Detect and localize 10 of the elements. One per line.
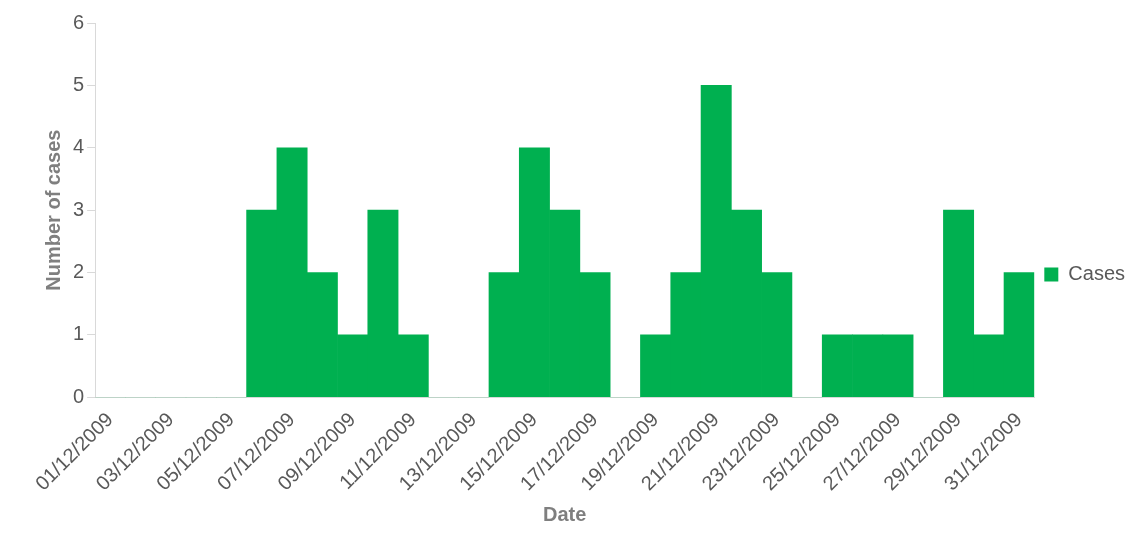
y-tick-label: 5 xyxy=(73,72,85,95)
y-tick-label: 3 xyxy=(73,197,85,220)
x-axis-title: Date xyxy=(543,502,587,525)
y-tick-label: 1 xyxy=(73,322,85,345)
y-tick-label: 2 xyxy=(73,260,85,283)
legend-label: Cases xyxy=(1068,262,1126,285)
y-tick-label: 4 xyxy=(73,135,85,158)
y-tick-label: 0 xyxy=(73,384,85,407)
y-axis-title: Number of cases xyxy=(41,129,64,291)
y-tick-label: 6 xyxy=(73,10,85,33)
